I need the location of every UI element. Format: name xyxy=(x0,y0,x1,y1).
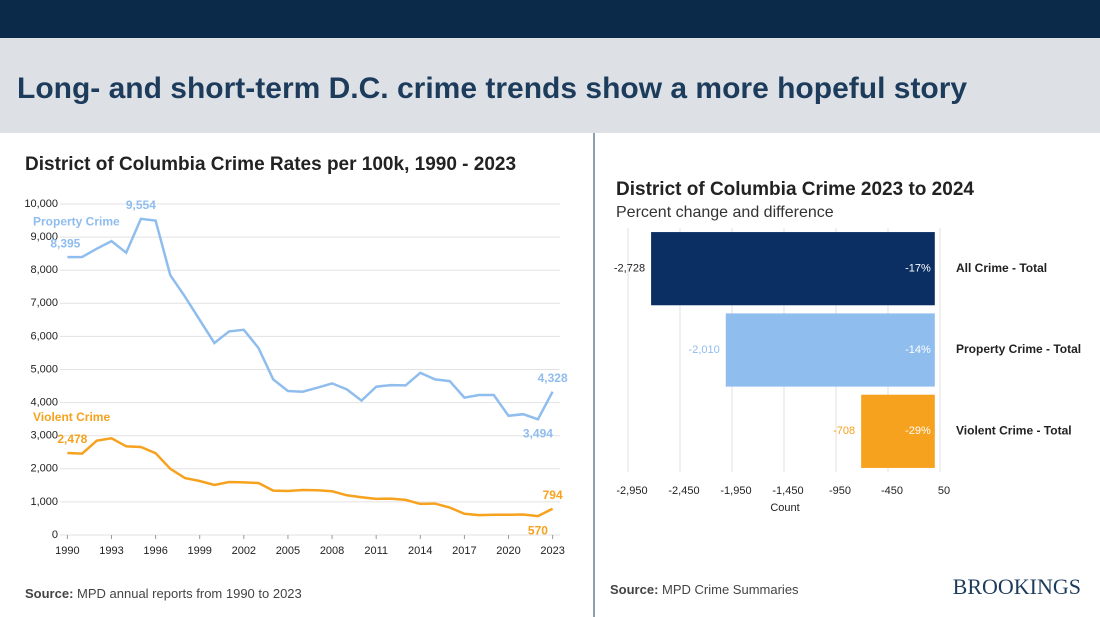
data-label: 8,395 xyxy=(50,236,80,250)
bar xyxy=(651,232,935,306)
data-label: 794 xyxy=(543,488,563,502)
y-tick-label: 8,000 xyxy=(30,264,58,276)
x-tick-label: 1996 xyxy=(143,545,167,557)
chart-subtitle: Percent change and difference xyxy=(616,204,834,221)
line-series xyxy=(67,217,554,421)
x-tick-label: 50 xyxy=(938,485,950,497)
data-label: 3,494 xyxy=(523,427,553,441)
bar-value-label: -708 xyxy=(833,425,855,437)
source-text: MPD Crime Summaries xyxy=(662,582,799,597)
header-title: Long- and short-term D.C. crime trends s… xyxy=(17,72,967,105)
data-label: 2,478 xyxy=(57,432,87,446)
data-label: 570 xyxy=(528,523,548,537)
x-tick-label: 2017 xyxy=(452,545,476,557)
source-label: Source: xyxy=(610,582,658,597)
x-tick-label: 1990 xyxy=(55,545,79,557)
y-tick-label: 5,000 xyxy=(30,363,58,375)
y-tick-label: 10,000 xyxy=(24,198,58,210)
y-tick-label: 7,000 xyxy=(30,297,58,309)
line-series xyxy=(67,436,554,518)
source-label: Source: xyxy=(25,586,73,601)
y-tick-label: 4,000 xyxy=(30,397,58,409)
x-tick-label: 2014 xyxy=(408,545,432,557)
source-text: MPD annual reports from 1990 to 2023 xyxy=(77,586,302,601)
source: Source: MPD Crime Summaries xyxy=(610,582,799,597)
source: Source: MPD annual reports from 1990 to … xyxy=(25,586,302,601)
x-tick-label: 2002 xyxy=(232,545,256,557)
category-label: Violent Crime - Total xyxy=(956,424,1072,438)
y-tick-label: 2,000 xyxy=(30,463,58,475)
bar-pct-label: -14% xyxy=(905,344,931,356)
x-tick-label: -1,450 xyxy=(772,485,803,497)
y-tick-label: 3,000 xyxy=(30,430,58,442)
header-band xyxy=(0,38,1100,133)
chart-title: District of Columbia Crime 2023 to 2024 xyxy=(616,179,974,200)
x-tick-label: -450 xyxy=(881,485,903,497)
y-tick-label: 6,000 xyxy=(30,330,58,342)
category-label: Property Crime - Total xyxy=(956,342,1081,356)
x-tick-label: -2,450 xyxy=(668,485,699,497)
data-label: 9,554 xyxy=(126,198,156,212)
y-tick-label: 1,000 xyxy=(30,496,58,508)
top-bar xyxy=(0,0,1100,38)
bar xyxy=(861,394,935,468)
x-tick-label: -2,950 xyxy=(616,485,647,497)
x-tick-label: 1993 xyxy=(99,545,123,557)
x-tick-label: -950 xyxy=(829,485,851,497)
bar-pct-label: -29% xyxy=(905,425,931,437)
x-tick-label: 2020 xyxy=(496,545,520,557)
bar-value-label: -2,728 xyxy=(614,263,645,275)
x-axis-label: Count xyxy=(770,502,799,514)
x-tick-label: 2008 xyxy=(320,545,344,557)
bar xyxy=(725,313,935,387)
logo: BROOKINGS xyxy=(953,574,1081,599)
x-tick-label: 2005 xyxy=(276,545,300,557)
bar-value-label: -2,010 xyxy=(689,344,720,356)
data-label: 4,328 xyxy=(538,371,568,385)
legend-label: Property Crime xyxy=(33,214,120,228)
chart-title: District of Columbia Crime Rates per 100… xyxy=(25,154,516,175)
x-tick-label: 2011 xyxy=(364,545,388,557)
bar-pct-label: -17% xyxy=(905,263,931,275)
x-tick-label: -1,950 xyxy=(720,485,751,497)
legend-label: Violent Crime xyxy=(33,410,110,424)
y-tick-label: 0 xyxy=(52,529,58,541)
category-label: All Crime - Total xyxy=(956,261,1047,275)
x-tick-label: 1999 xyxy=(187,545,211,557)
y-tick-label: 9,000 xyxy=(30,231,58,243)
x-tick-label: 2023 xyxy=(540,545,564,557)
